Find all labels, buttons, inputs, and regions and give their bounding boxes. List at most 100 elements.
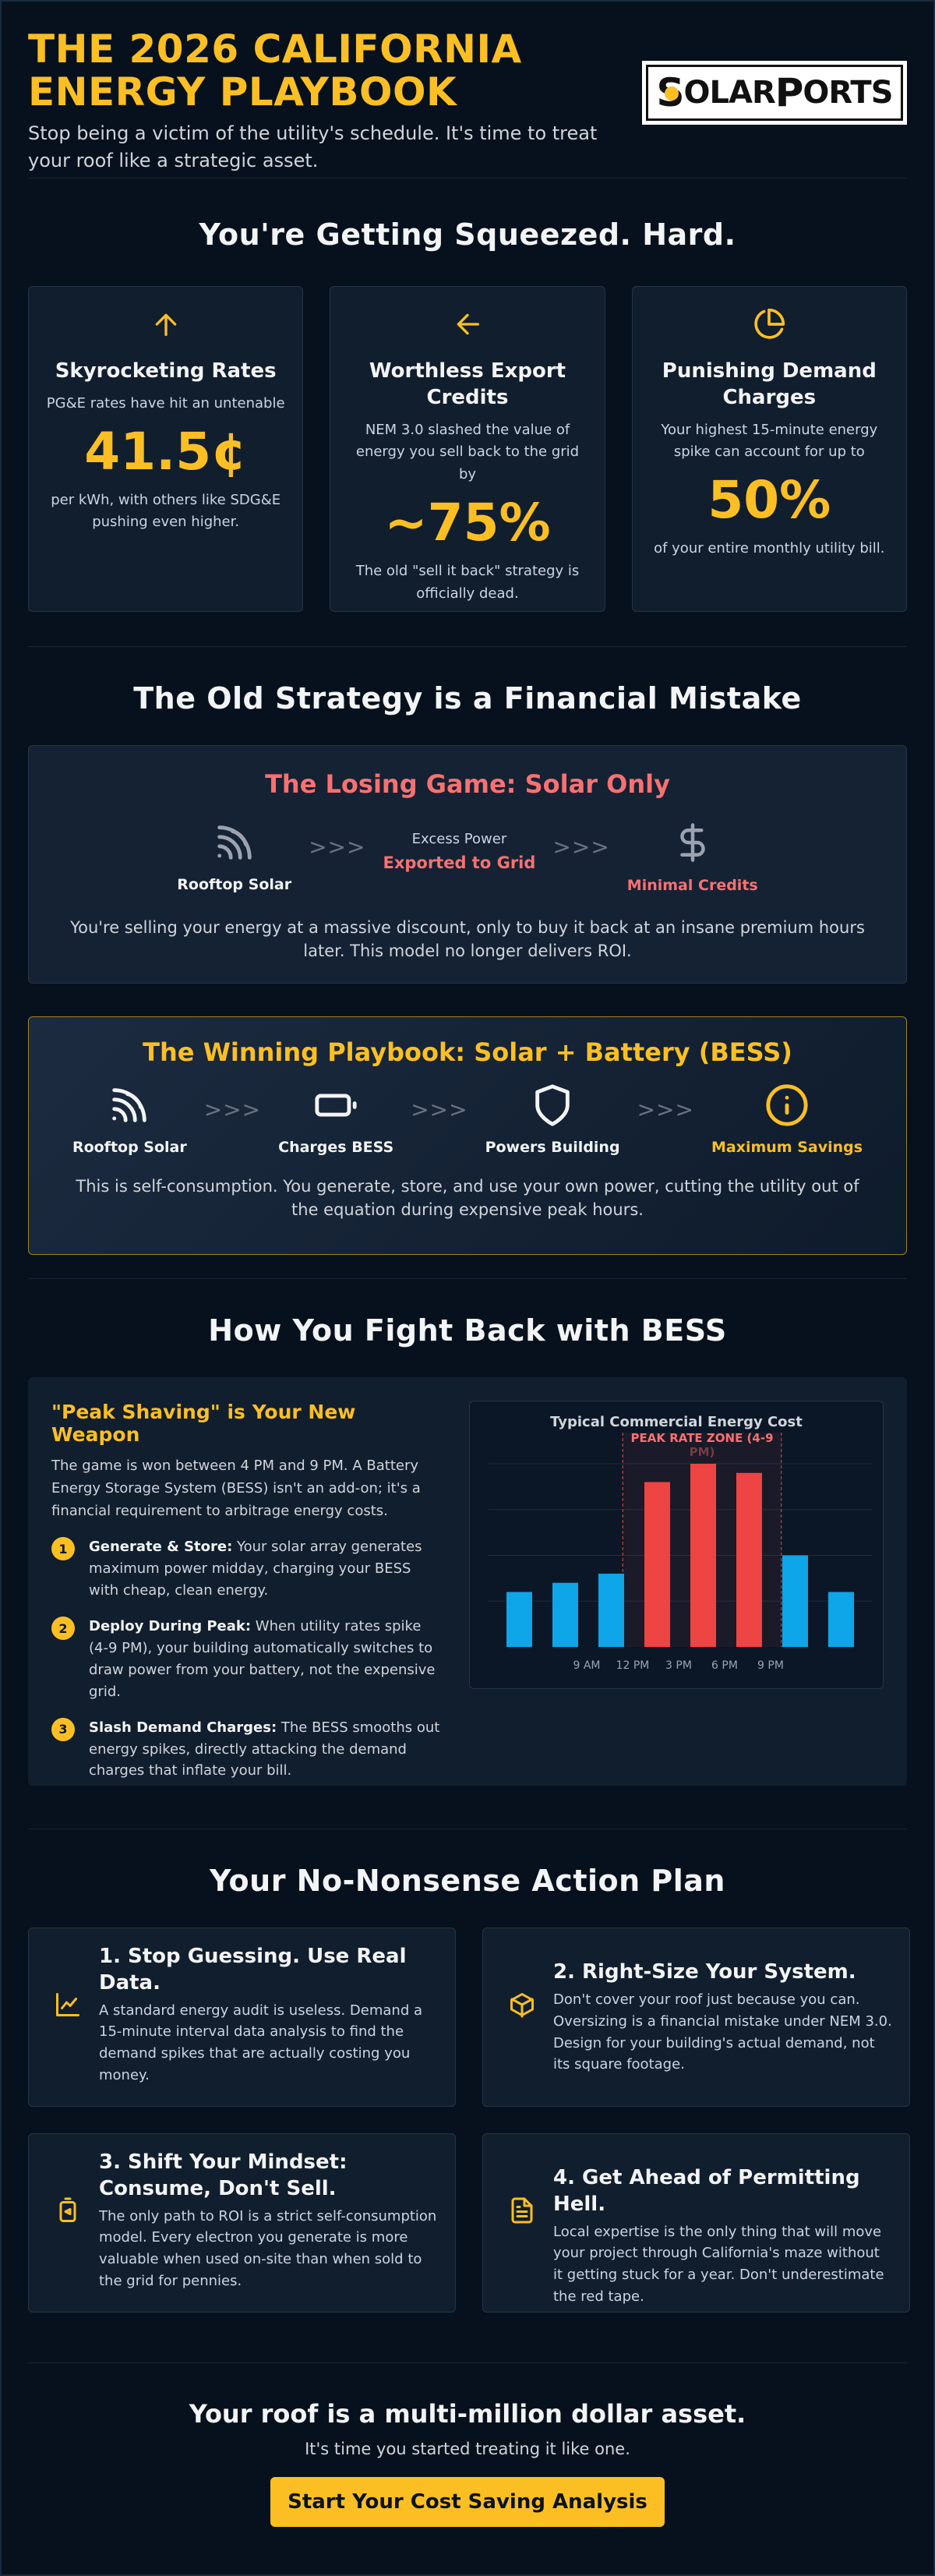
list-item: 1 Generate & Store: Your solar array gen… bbox=[51, 1536, 441, 1602]
cube-icon bbox=[500, 1991, 544, 2019]
peak-zone-annotation-line2: PM) bbox=[690, 1445, 715, 1459]
info-circle-icon bbox=[763, 1083, 811, 1131]
winning-text: This is self-consumption. You generate, … bbox=[76, 1177, 859, 1220]
x-tick-label: 9 AM bbox=[573, 1659, 600, 1672]
card-post-text: The old "sell it back" strategy is offic… bbox=[355, 562, 580, 602]
step-label: Maximum Savings bbox=[711, 1139, 863, 1156]
card-stat: ~75% bbox=[384, 492, 551, 553]
step-label: Rooftop Solar bbox=[177, 876, 292, 893]
list-item: 3 Slash Demand Charges: The BESS smooths… bbox=[51, 1717, 441, 1783]
card-post-text: of your entire monthly utility bill. bbox=[654, 540, 885, 557]
cta-title: Your roof is a multi-million dollar asse… bbox=[189, 2399, 746, 2429]
cta-section: Your roof is a multi-million dollar asse… bbox=[2, 2363, 933, 2527]
action-card-title: 1. Stop Guessing. Use Real Data. bbox=[99, 1945, 407, 1995]
item-text: When utility rates spike (4-9 PM), your … bbox=[89, 1618, 436, 1700]
item-bold: Slash Demand Charges: bbox=[89, 1719, 277, 1736]
old-strategy-section: The Old Strategy is a Financial Mistake … bbox=[2, 647, 933, 1278]
section-title: The Old Strategy is a Financial Mistake bbox=[133, 681, 802, 716]
stat-card-rates: Skyrocketing Rates PG&E rates have hit a… bbox=[28, 286, 304, 612]
chart-title: Typical Commercial Energy Cost bbox=[550, 1414, 803, 1430]
card-title: Skyrocketing Rates bbox=[55, 359, 277, 383]
stat-card-demand: Punishing Demand Charges Your highest 15… bbox=[631, 286, 907, 612]
arrow-left-icon bbox=[348, 302, 587, 346]
section-title: How You Fight Back with BESS bbox=[208, 1313, 727, 1348]
item-bold: Deploy During Peak: bbox=[89, 1618, 252, 1635]
section-title: Your No-Nonsense Action Plan bbox=[210, 1864, 725, 1898]
step-maximum-savings: Maximum Savings bbox=[711, 1083, 863, 1156]
step-rooftop-solar: Rooftop Solar bbox=[72, 1083, 187, 1156]
x-tick-label: 9 PM bbox=[757, 1659, 784, 1672]
shield-icon bbox=[528, 1083, 577, 1131]
squeeze-section: You're Getting Squeezed. Hard. Skyrocket… bbox=[2, 178, 933, 646]
step-label: Minimal Credits bbox=[626, 877, 758, 894]
energy-cost-chart: Typical Commercial Energy Cost PEAK RATE … bbox=[469, 1401, 884, 1689]
dollar-icon bbox=[672, 819, 714, 869]
divider bbox=[28, 1278, 907, 1279]
peak-shaving-text: "Peak Shaving" is Your New Weapon The ga… bbox=[51, 1401, 441, 1779]
divider bbox=[28, 2362, 907, 2363]
card-pre-text: PG&E rates have hit an untenable bbox=[46, 394, 285, 412]
title-line-2: ENERGY PLAYBOOK bbox=[28, 69, 457, 115]
item-text: The BESS smooths out energy spikes, dire… bbox=[89, 1719, 440, 1779]
action-card-text: Local expertise is the only thing that w… bbox=[553, 2223, 884, 2306]
cta-subtitle: It's time you started treating it like o… bbox=[305, 2440, 630, 2458]
step-label: Charges BESS bbox=[278, 1139, 394, 1156]
action-card-data: 1. Stop Guessing. Use Real Data. A stand… bbox=[28, 1928, 456, 2107]
chart-bar bbox=[690, 1464, 716, 1647]
action-card-title: 4. Get Ahead of Permitting Hell. bbox=[553, 2166, 860, 2216]
step-number-badge: 1 bbox=[51, 1537, 75, 1561]
step-powers-building: Powers Building bbox=[485, 1083, 620, 1156]
battery-icon bbox=[46, 2196, 90, 2224]
card-pre-text: Your highest 15-minute energy spike can … bbox=[661, 421, 878, 461]
arrow-up-icon bbox=[46, 302, 285, 346]
peak-shaving-box: "Peak Shaving" is Your New Weapon The ga… bbox=[28, 1377, 907, 1786]
chart-bar bbox=[782, 1555, 808, 1647]
divider bbox=[28, 646, 907, 647]
title-line-1: THE 2026 CALIFORNIA bbox=[28, 27, 522, 72]
step-rooftop-solar: Rooftop Solar bbox=[177, 820, 291, 893]
flow-arrows: >>> bbox=[411, 1096, 468, 1122]
x-tick-label: 6 PM bbox=[711, 1659, 738, 1672]
losing-title: The Losing Game: Solar Only bbox=[265, 769, 670, 799]
item-text: Your solar array generates maximum power… bbox=[89, 1539, 422, 1599]
stat-card-export: Worthless Export Credits NEM 3.0 slashed… bbox=[330, 286, 605, 612]
action-card-text: A standard energy audit is useless. Dema… bbox=[99, 2002, 423, 2084]
step-top-label: Excess Power bbox=[411, 830, 507, 847]
action-card-mindset: 3. Shift Your Mindset: Consume, Don't Se… bbox=[28, 2133, 456, 2313]
peak-zone-annotation: PEAK RATE ZONE (4-9 bbox=[631, 1431, 774, 1445]
step-number-badge: 2 bbox=[51, 1617, 75, 1641]
action-card-text: The only path to ROI is a strict self-co… bbox=[99, 2207, 437, 2290]
step-number-badge: 3 bbox=[51, 1717, 75, 1741]
card-post-text: per kWh, with others like SDG&E pushing … bbox=[51, 491, 281, 531]
card-title: Worthless Export Credits bbox=[369, 359, 566, 409]
x-tick-label: 12 PM bbox=[616, 1659, 650, 1672]
sun-dot-icon bbox=[665, 87, 679, 101]
line-chart-icon bbox=[46, 1991, 90, 2019]
card-stat: 50% bbox=[707, 470, 831, 531]
action-card-right-size: 2. Right-Size Your System. Don't cover y… bbox=[482, 1928, 910, 2107]
step-label: Rooftop Solar bbox=[72, 1139, 187, 1156]
flow-arrows: >>> bbox=[309, 833, 366, 860]
losing-text: You're selling your energy at a massive … bbox=[70, 918, 865, 961]
list-item: 2 Deploy During Peak: When utility rates… bbox=[51, 1616, 441, 1703]
start-analysis-button[interactable]: Start Your Cost Saving Analysis bbox=[270, 2477, 665, 2527]
chart-bar bbox=[828, 1592, 854, 1647]
header: THE 2026 CALIFORNIA ENERGY PLAYBOOK Stop… bbox=[2, 2, 933, 178]
action-card-title: 2. Right-Size Your System. bbox=[553, 1960, 856, 1984]
solar-waves-icon bbox=[105, 1083, 153, 1131]
item-bold: Generate & Store: bbox=[89, 1539, 233, 1556]
action-plan-section: Your No-Nonsense Action Plan 1. Stop Gue… bbox=[2, 1829, 933, 2362]
chart-bar bbox=[506, 1592, 532, 1647]
section-title: You're Getting Squeezed. Hard. bbox=[199, 217, 736, 252]
chart-bar bbox=[736, 1472, 762, 1647]
flow-arrows: >>> bbox=[552, 833, 610, 860]
action-card-title: 3. Shift Your Mindset: Consume, Don't Se… bbox=[99, 2150, 348, 2200]
peak-shaving-intro: The game is won between 4 PM and 9 PM. A… bbox=[51, 1458, 421, 1519]
step-charges-bess: Charges BESS bbox=[278, 1083, 393, 1156]
action-card-permitting: 4. Get Ahead of Permitting Hell. Local e… bbox=[482, 2133, 910, 2313]
battery-icon bbox=[312, 1083, 360, 1131]
page-subtitle: Stop being a victim of the utility's sch… bbox=[28, 122, 598, 171]
